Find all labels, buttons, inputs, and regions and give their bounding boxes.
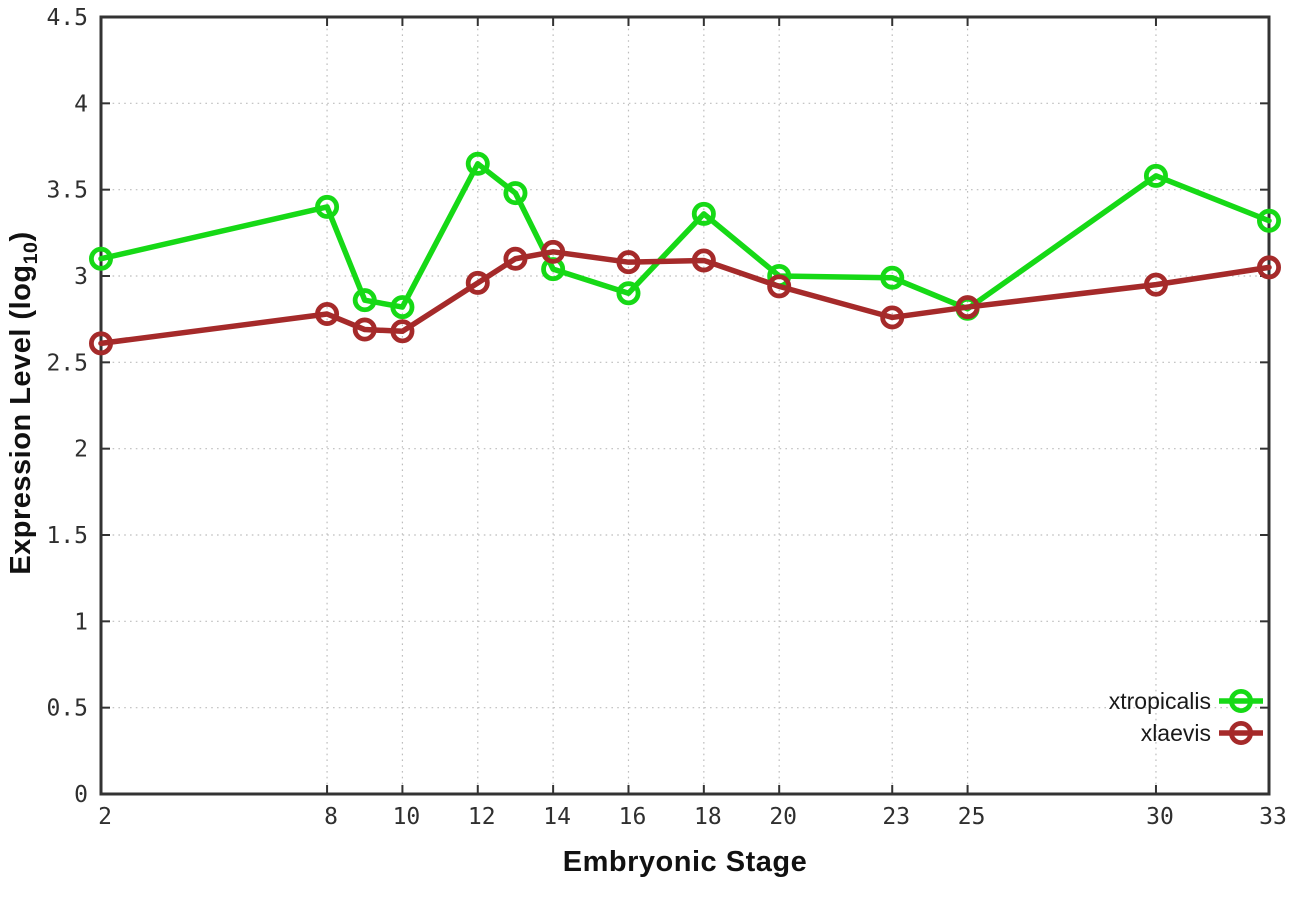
data-point-xtropicalis <box>503 181 528 206</box>
y-axis-title-subscript: 10 <box>19 241 42 265</box>
x-tick-label: 33 <box>1259 804 1287 830</box>
data-point-xlaevis <box>503 246 528 271</box>
y-tick-label: 2 <box>74 437 88 463</box>
legend-label-xtropicalis: xtropicalis <box>1109 688 1211 714</box>
series-line-xlaevis <box>98 249 1272 347</box>
data-point-xlaevis <box>616 250 641 275</box>
y-axis-title-close: ) <box>5 231 38 242</box>
data-point-xlaevis <box>390 319 415 344</box>
legend-sample-marker-xtropicalis <box>1229 689 1254 714</box>
data-point-xlaevis <box>767 274 792 299</box>
y-tick-label: 4 <box>74 91 88 117</box>
data-point-xtropicalis <box>465 151 490 176</box>
x-tick-label: 12 <box>468 804 496 830</box>
data-point-xtropicalis <box>89 246 114 271</box>
data-point-xlaevis <box>541 239 566 264</box>
y-tick-label: 3 <box>74 264 88 290</box>
y-axis-title: Expression Level (log10) <box>5 231 43 574</box>
data-point-xlaevis <box>465 270 490 295</box>
y-tick-label: 1.5 <box>46 523 88 549</box>
data-point-xtropicalis <box>315 194 340 219</box>
x-tick-label: 20 <box>769 804 797 830</box>
data-point-xlaevis <box>955 295 980 320</box>
data-point-xtropicalis <box>1143 163 1168 188</box>
data-point-xlaevis <box>315 301 340 326</box>
x-tick-label: 16 <box>619 804 647 830</box>
x-tick-label: 25 <box>958 804 986 830</box>
plot-border <box>99 15 1271 796</box>
data-point-xtropicalis <box>691 201 716 226</box>
x-tick-label: 2 <box>98 804 112 830</box>
x-axis-title: Embryonic Stage <box>562 846 808 878</box>
y-axis-title-text: Expression Level (log <box>5 264 38 575</box>
y-tick-label: 0 <box>74 782 88 808</box>
data-point-xlaevis <box>352 317 377 342</box>
x-tick-label: 8 <box>324 804 338 830</box>
y-tick-label: 4.5 <box>46 5 88 31</box>
legend-label-xlaevis: xlaevis <box>1141 720 1211 746</box>
x-tick-label: 14 <box>543 804 571 830</box>
x-tick-label: 23 <box>882 804 910 830</box>
data-point-xlaevis <box>1143 272 1168 297</box>
data-point-xtropicalis <box>1257 208 1282 233</box>
legend-sample-marker-xlaevis <box>1229 721 1254 746</box>
data-point-xlaevis <box>1257 255 1282 280</box>
data-point-xtropicalis <box>390 295 415 320</box>
data-point-xlaevis <box>880 305 905 330</box>
x-tick-label: 30 <box>1146 804 1174 830</box>
data-point-xlaevis <box>89 331 114 356</box>
data-point-xlaevis <box>691 248 716 273</box>
data-point-xtropicalis <box>880 265 905 290</box>
x-tick-label: 10 <box>393 804 421 830</box>
y-tick-label: 2.5 <box>46 350 88 376</box>
y-tick-label: 3.5 <box>46 178 88 204</box>
series-line-xtropicalis <box>98 161 1272 312</box>
y-tick-label: 0.5 <box>46 696 88 722</box>
x-tick-label: 18 <box>694 804 722 830</box>
y-tick-label: 1 <box>74 609 88 635</box>
data-point-xtropicalis <box>352 288 377 313</box>
data-point-xtropicalis <box>616 281 641 306</box>
